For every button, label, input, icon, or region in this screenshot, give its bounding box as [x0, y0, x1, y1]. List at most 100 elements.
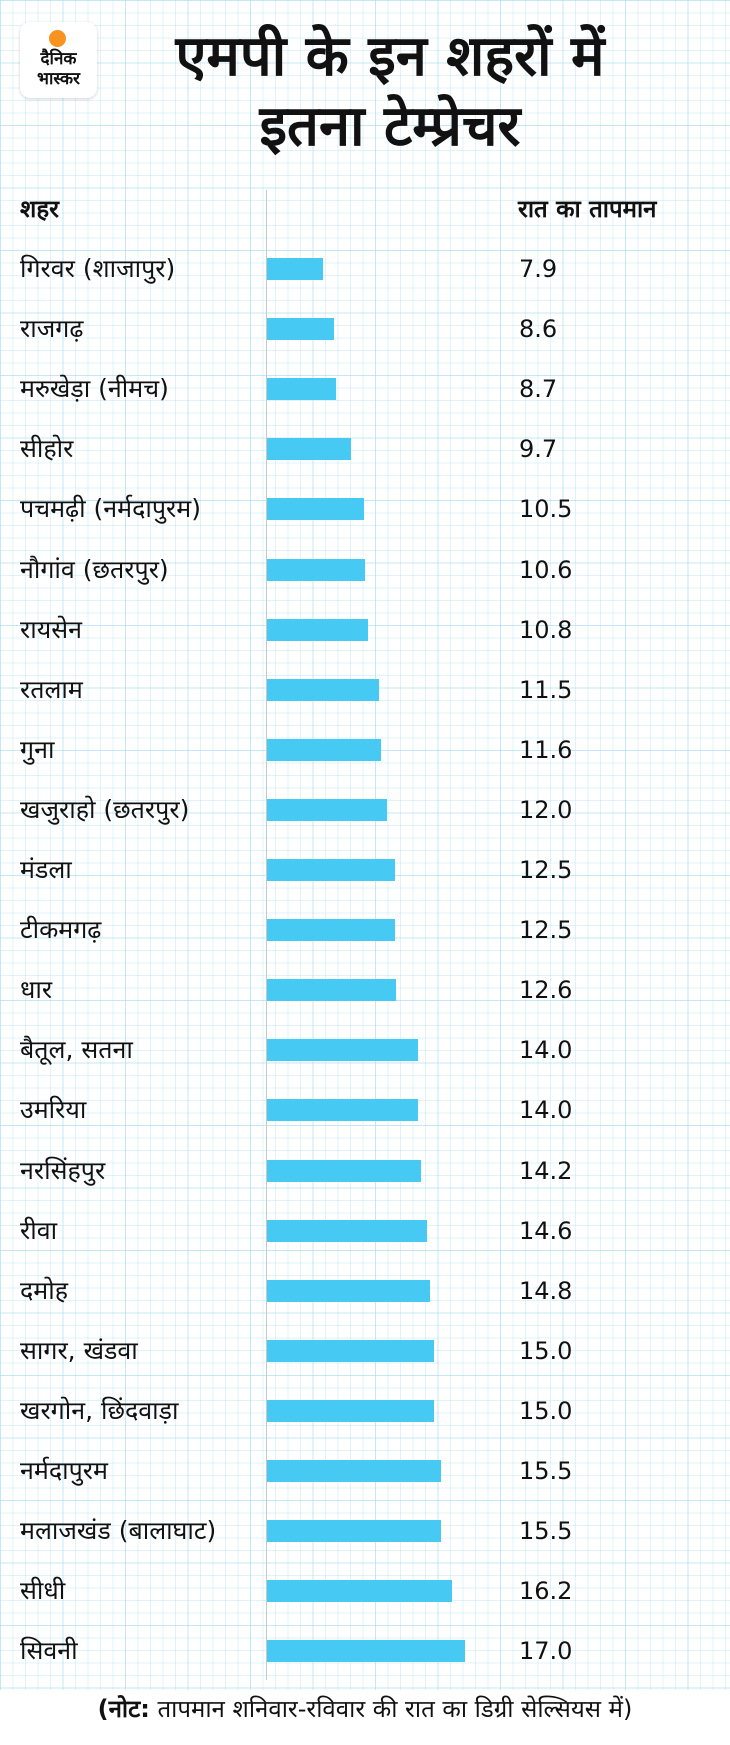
temperature-bar [267, 1339, 434, 1362]
bar-row: नरसिंहपुर 14.2 [0, 1151, 730, 1191]
city-label: दमोह [20, 1275, 68, 1305]
bar-row: खरगोन, छिंदवाड़ा 15.0 [0, 1391, 730, 1431]
bar-row: मरुखेड़ा (नीमच) 8.7 [0, 369, 730, 409]
bar-row: पचमढ़ी (नर्मदापुरम) 10.5 [0, 489, 730, 529]
temperature-bar [267, 618, 369, 641]
temperature-value-label: 11.5 [519, 675, 573, 704]
bar-row: नर्मदापुरम 15.5 [0, 1451, 730, 1491]
temperature-value-label: 14.2 [519, 1156, 573, 1185]
footnote-label: (नोट: [97, 1695, 150, 1723]
bar-row: बैतूल, सतना 14.0 [0, 1030, 730, 1070]
bar-row: रायसेन 10.8 [0, 610, 730, 650]
temperature-column-header: रात का तापमान [518, 195, 657, 223]
graph-paper-background [0, 0, 730, 1690]
city-label: खरगोन, छिंदवाड़ा [20, 1395, 179, 1425]
chart-title-line2: इतना टेम्प्रेचर [259, 94, 521, 159]
city-label: गिरवर (शाजापुर) [20, 254, 176, 283]
temperature-value-label: 14.0 [519, 1036, 573, 1065]
sun-icon [49, 30, 66, 47]
bar-row: सिवनी 17.0 [0, 1631, 730, 1671]
temperature-bar [267, 1099, 418, 1122]
city-label: टीकमगढ़ [20, 915, 102, 945]
chart-title-line1: एमपी के इन शहरों में [175, 24, 605, 89]
temperature-value-label: 8.6 [519, 315, 558, 344]
bar-row: रीवा 14.6 [0, 1211, 730, 1251]
temperature-value-label: 14.6 [519, 1216, 573, 1245]
bar-row: मंडला 12.5 [0, 850, 730, 890]
temperature-bar [267, 1399, 434, 1422]
temperature-value-label: 12.0 [519, 795, 573, 824]
city-label: सिवनी [20, 1636, 78, 1666]
city-label: खजुराहो (छतरपुर) [20, 794, 190, 824]
city-label: सीधी [20, 1576, 66, 1606]
temperature-bar [267, 1039, 418, 1062]
bar-row: टीकमगढ़ 12.5 [0, 910, 730, 950]
temperature-bar [267, 1159, 422, 1182]
temperature-value-label: 10.6 [519, 555, 573, 584]
dainik-bhaskar-logo: दैनिक भास्कर [20, 22, 97, 98]
temperature-bar [267, 979, 397, 1002]
temperature-value-label: 10.5 [519, 495, 573, 524]
temperature-bar [267, 1580, 453, 1603]
temperature-value-label: 12.5 [519, 856, 573, 884]
temperature-bar [267, 738, 381, 761]
temperature-bar [267, 1279, 431, 1302]
city-column-header: शहर [20, 195, 59, 223]
city-label: मलाजखंड (बालाघाट) [20, 1516, 217, 1546]
temperature-bar [267, 1460, 442, 1482]
logo-text-line2: भास्कर [37, 69, 80, 89]
temperature-bar [267, 258, 324, 280]
temperature-value-label: 7.9 [519, 255, 558, 283]
temperature-bar [267, 1219, 428, 1242]
temperature-value-label: 14.8 [519, 1276, 573, 1305]
city-label: नरसिंहपुर [20, 1155, 106, 1185]
temperature-bar [267, 378, 336, 401]
bar-row: राजगढ़ 8.6 [0, 309, 730, 349]
city-label: सीहोर [20, 434, 74, 464]
temperature-value-label: 12.6 [519, 976, 573, 1005]
temperature-value-label: 15.5 [519, 1517, 573, 1546]
footnote-text: तापमान शनिवार-रविवार की रात का डिग्री से… [149, 1695, 633, 1723]
city-label: रीवा [20, 1215, 58, 1245]
city-label: मंडला [20, 855, 72, 884]
bar-row: सागर, खंडवा 15.0 [0, 1331, 730, 1371]
temperature-value-label: 11.6 [519, 735, 573, 764]
city-label: रतलाम [20, 674, 83, 704]
temperature-value-label: 12.5 [519, 916, 573, 945]
bar-row: दमोह 14.8 [0, 1271, 730, 1311]
bar-row: सीहोर 9.7 [0, 429, 730, 469]
temperature-bar [267, 859, 395, 881]
temperature-value-label: 15.5 [519, 1457, 573, 1485]
bar-row: नौगांव (छतरपुर) 10.6 [0, 550, 730, 590]
city-label: उमरिया [20, 1095, 87, 1125]
temperature-bar [267, 558, 366, 581]
temperature-bar [267, 318, 335, 341]
temperature-value-label: 9.7 [519, 435, 558, 464]
temperature-value-label: 17.0 [519, 1637, 573, 1666]
bar-row: धार 12.6 [0, 970, 730, 1010]
bar-row: सीधी 16.2 [0, 1571, 730, 1611]
city-label: नर्मदापुरम [20, 1456, 108, 1485]
bar-axis-line [266, 190, 267, 1680]
city-label: गुना [20, 734, 55, 764]
temperature-bar [267, 1640, 465, 1663]
temperature-value-label: 15.0 [519, 1336, 573, 1365]
city-label: सागर, खंडवा [20, 1335, 138, 1365]
temperature-bar [267, 798, 387, 821]
bar-row: उमरिया 14.0 [0, 1090, 730, 1130]
bar-row: गुना 11.6 [0, 730, 730, 770]
city-label: नौगांव (छतरपुर) [20, 554, 169, 584]
city-label: बैतूल, सतना [20, 1035, 133, 1065]
temperature-value-label: 15.0 [519, 1396, 573, 1425]
temperature-bar [267, 498, 364, 521]
bar-row: मलाजखंड (बालाघाट) 15.5 [0, 1511, 730, 1551]
temperature-bar [267, 919, 395, 942]
bar-row: रतलाम 11.5 [0, 670, 730, 710]
temperature-value-label: 10.8 [519, 615, 573, 644]
temperature-bar [267, 438, 352, 461]
city-label: धार [20, 975, 53, 1005]
logo-text-line1: दैनिक [40, 49, 77, 69]
temperature-bar [267, 1520, 442, 1543]
footnote: (नोट: तापमान शनिवार-रविवार की रात का डिग… [0, 1692, 730, 1726]
temperature-bar [267, 678, 380, 701]
